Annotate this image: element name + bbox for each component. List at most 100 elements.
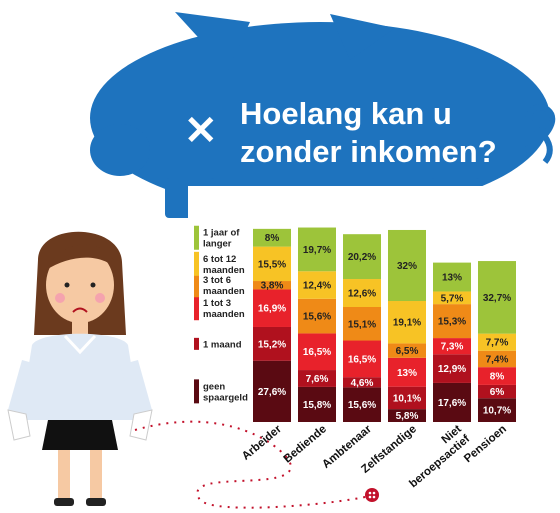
data-label: 15,6%: [348, 400, 376, 411]
legend-swatch: [194, 225, 199, 250]
data-label: 16,5%: [348, 354, 376, 365]
data-label: 15,3%: [438, 317, 466, 328]
bar-segment: [253, 246, 291, 282]
legend-swatch: [194, 251, 199, 276]
bar-segment: [343, 234, 381, 280]
close-icon: ✕: [184, 109, 218, 153]
data-label: 7,4%: [486, 354, 509, 365]
bar-segment: [253, 281, 291, 290]
legend-label: langer: [203, 239, 232, 250]
data-label: 15,6%: [303, 312, 331, 323]
bar-segment: [478, 398, 516, 422]
stacked-bars: 27,6% 15,2% 16,9% 3,8% 15,5% 8% 15,8% 7,6% 16,5%…: [253, 227, 516, 422]
data-label: 10,1%: [393, 393, 421, 404]
bar-segment: [433, 262, 471, 292]
bar-segment: [253, 228, 291, 247]
woman-illustration: [7, 231, 153, 506]
legend-label: 6 tot 12: [203, 254, 236, 265]
bar-segment: [433, 291, 471, 305]
legend-label: geen: [203, 381, 225, 392]
data-label: 4,6%: [351, 378, 374, 389]
legend-label: 1 tot 3: [203, 298, 231, 309]
data-label: 15,5%: [258, 259, 286, 270]
data-label: 13%: [442, 273, 462, 284]
bar-segment: [343, 340, 381, 378]
bar-segment: [298, 227, 336, 272]
legend-label: 3 tot 6: [203, 275, 231, 286]
bar-segment: [478, 367, 516, 385]
bar-segment: [298, 298, 336, 334]
data-label: 20,2%: [348, 252, 376, 263]
bar-segment: [343, 377, 381, 388]
bar-segment: [343, 307, 381, 341]
chart-title-line2: zonder inkomen?: [240, 134, 497, 169]
legend-label: maanden: [203, 265, 245, 276]
legend-label: maanden: [203, 286, 245, 297]
legend-label: 1 jaar of: [203, 228, 240, 239]
data-label: 27,6%: [258, 387, 286, 398]
bar-segment: [343, 387, 381, 422]
legend-label: spaargeld: [203, 392, 248, 403]
data-label: 19,1%: [393, 318, 421, 329]
bar-segment: [343, 279, 381, 308]
bar-segment: [298, 370, 336, 387]
data-label: 15,2%: [258, 339, 286, 350]
bar-segment: [388, 386, 426, 410]
data-label: 19,7%: [303, 245, 331, 256]
data-label: 6%: [490, 387, 505, 398]
bar-segment: [433, 338, 471, 355]
data-label: 7,3%: [441, 342, 464, 353]
bar-segment: [478, 350, 516, 368]
category-label: Arbeider: [240, 423, 284, 463]
data-label: 7,6%: [306, 374, 329, 385]
bar-segment: [433, 304, 471, 339]
bar-segment: [478, 261, 516, 334]
bar-segment: [388, 229, 426, 302]
category-label-text: beroepsactief: [407, 433, 472, 490]
chart-title-line1: Hoelang kan u: [240, 96, 452, 131]
bar-segment: [478, 384, 516, 399]
legend-swatch: [194, 296, 199, 321]
bar-segment: [298, 271, 336, 299]
data-label: 7,7%: [486, 338, 509, 349]
data-label: 32%: [397, 261, 417, 272]
data-label: 6,5%: [396, 346, 419, 357]
bar-segment: [478, 333, 516, 351]
bar-segment: [433, 354, 471, 383]
bar-segment: [253, 326, 291, 361]
legend-swatch: [194, 273, 199, 298]
bar-segment: [253, 289, 291, 327]
legend-label: maanden: [203, 309, 245, 320]
data-label: 3,8%: [261, 281, 284, 292]
data-label: 13%: [397, 368, 417, 379]
data-label: 5,8%: [396, 411, 419, 422]
bar-segment: [298, 333, 336, 371]
data-label: 16,9%: [258, 304, 286, 315]
bar-segment: [298, 386, 336, 422]
data-label: 10,7%: [483, 406, 511, 417]
data-label: 32,7%: [483, 293, 511, 304]
bar-segment: [253, 360, 291, 422]
category-label-text: Arbeider: [240, 423, 284, 463]
bar-segment: [388, 409, 426, 422]
data-label: 12,9%: [438, 364, 466, 375]
data-label: 15,1%: [348, 319, 376, 330]
bar-segment: [388, 357, 426, 387]
legend-swatch: [194, 337, 199, 350]
legend-label: 1 maand: [203, 339, 242, 350]
bar-segment: [388, 301, 426, 344]
data-label: 12,6%: [348, 289, 376, 300]
data-label: 5,7%: [441, 293, 464, 304]
bar-segment: [388, 343, 426, 358]
data-label: 12,4%: [303, 281, 331, 292]
legend-swatch: [194, 379, 199, 404]
data-label: 8%: [490, 372, 505, 383]
data-label: 16,5%: [303, 347, 331, 358]
data-label: 15,8%: [303, 400, 331, 411]
data-label: 17,6%: [438, 398, 466, 409]
dotted-trail-decoration: [134, 420, 379, 509]
